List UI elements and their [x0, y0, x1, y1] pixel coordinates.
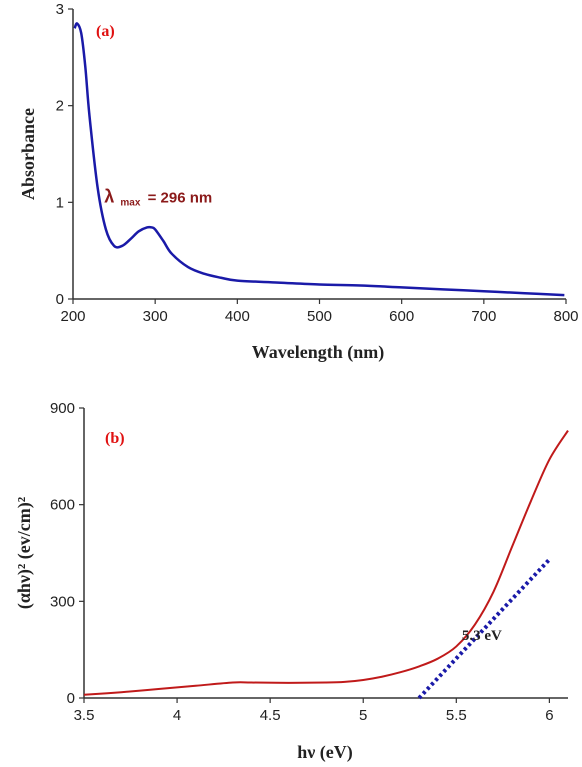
x-tick-label: 3.5 [74, 707, 95, 724]
y-tick-label: 1 [56, 194, 64, 211]
tauc-fit-line [417, 558, 551, 700]
plot-a-y-label: Absorbance [18, 108, 38, 200]
chart-panel-a: 200 300 400 500 600 700 800 0 1 2 3 (a) λ max = 2… [18, 1, 579, 363]
x-tick-label: 4.5 [260, 707, 281, 724]
plot-b-y-label: (αhν)² (ev/cm)² [14, 497, 35, 609]
tauc-series-line [83, 430, 569, 696]
x-tick-label: 4 [173, 707, 181, 724]
plot-a-y-ticks: 0 1 2 3 [56, 1, 73, 308]
lambda-max-annotation: λ max = 296 nm [104, 186, 212, 209]
x-tick-label: 800 [553, 308, 578, 325]
y-tick-label: 0 [67, 690, 75, 707]
absorbance-series-line [73, 22, 565, 297]
lambda-value: = 296 nm [148, 189, 213, 206]
y-tick-label: 3 [56, 1, 64, 18]
panel-b-label: (b) [105, 430, 125, 447]
x-tick-label: 700 [471, 308, 496, 325]
x-tick-label: 6 [545, 707, 553, 724]
y-tick-label: 600 [50, 497, 75, 514]
x-tick-label: 400 [225, 308, 250, 325]
x-tick-label: 5.5 [446, 707, 467, 724]
x-tick-label: 5 [359, 707, 367, 724]
y-tick-label: 900 [50, 400, 75, 417]
band-gap-annotation: 5.3 eV [462, 628, 502, 644]
plot-a-x-label: Wavelength (nm) [252, 342, 385, 363]
plot-b-x-label: hν (eV) [297, 742, 353, 763]
x-tick-label: 500 [307, 308, 332, 325]
chart-panel-b: 3.5 4 4.5 5 5.5 6 0 300 600 900 (b) 5.3 eV hν (e… [14, 400, 569, 763]
panel-a-label: (a) [96, 23, 115, 40]
lambda-symbol: λ [104, 186, 114, 206]
x-tick-label: 300 [143, 308, 168, 325]
plot-b-x-ticks: 3.5 4 4.5 5 5.5 6 [74, 698, 554, 724]
y-tick-label: 0 [56, 291, 64, 308]
lambda-subscript: max [120, 197, 140, 208]
y-tick-label: 2 [56, 98, 64, 115]
x-tick-label: 200 [60, 308, 85, 325]
x-tick-label: 600 [389, 308, 414, 325]
plot-a-x-ticks: 200 300 400 500 600 700 800 [60, 299, 579, 325]
plot-b-y-ticks: 0 300 600 900 [50, 400, 84, 707]
y-tick-label: 300 [50, 593, 75, 610]
